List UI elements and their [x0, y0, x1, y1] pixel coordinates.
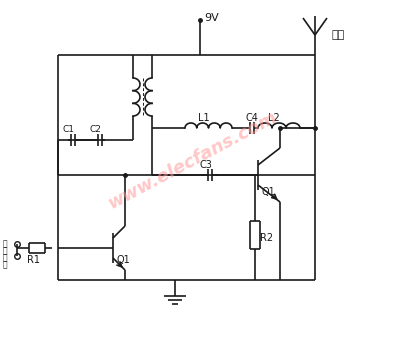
- Text: C2: C2: [90, 126, 102, 134]
- Text: C4: C4: [246, 113, 259, 123]
- Text: 天线: 天线: [332, 30, 345, 40]
- Text: C1: C1: [63, 126, 75, 134]
- Text: 号: 号: [3, 260, 8, 270]
- Text: R2: R2: [260, 233, 273, 243]
- Text: 9V: 9V: [204, 13, 219, 23]
- Text: Q1: Q1: [262, 187, 276, 197]
- Text: R1: R1: [27, 255, 40, 265]
- Text: 信: 信: [3, 253, 8, 262]
- Text: L2: L2: [268, 113, 280, 123]
- Text: 调: 调: [3, 239, 8, 248]
- Text: Q1: Q1: [117, 255, 131, 265]
- Text: www.elecfans.com: www.elecfans.com: [105, 108, 281, 212]
- Text: 制: 制: [3, 247, 8, 256]
- Text: L1: L1: [198, 113, 210, 123]
- Text: C3: C3: [200, 160, 213, 170]
